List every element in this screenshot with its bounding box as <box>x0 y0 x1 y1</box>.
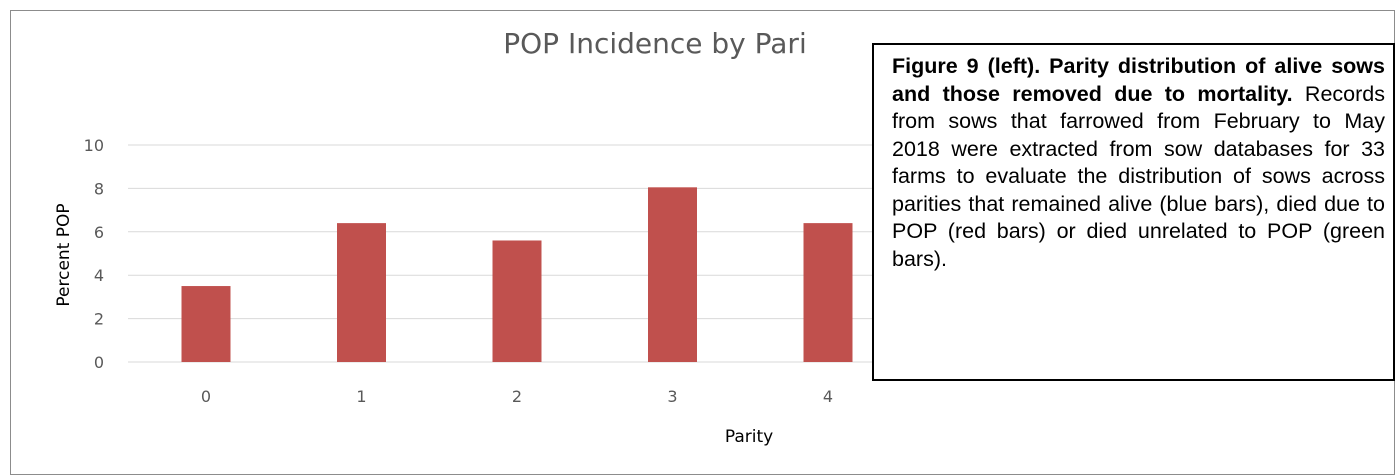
y-tick-label: 8 <box>94 179 104 198</box>
bars <box>181 187 853 362</box>
y-tick-label: 6 <box>94 223 104 242</box>
y-tick-label: 10 <box>84 136 104 155</box>
y-tick-label: 4 <box>94 266 104 285</box>
bar-parity-0 <box>181 286 231 362</box>
x-tick-label: 3 <box>667 387 677 406</box>
bar-parity-4 <box>803 223 853 362</box>
y-tick-label: 0 <box>94 353 104 372</box>
bar-parity-3 <box>648 187 697 362</box>
bar-parity-2 <box>492 240 542 362</box>
x-axis-ticks: 0 1 2 3 4 <box>201 387 833 406</box>
y-axis-label: Percent POP <box>54 203 74 306</box>
x-tick-label: 0 <box>201 387 211 406</box>
x-tick-label: 4 <box>823 387 833 406</box>
chart-title: POP Incidence by Pari <box>503 27 806 60</box>
x-tick-label: 1 <box>356 387 366 406</box>
figure-caption: Figure 9 (left). Parity distribution of … <box>872 43 1395 381</box>
bar-parity-1 <box>337 223 386 362</box>
y-axis-ticks: 0 2 4 6 8 10 <box>84 136 104 372</box>
x-axis-label: Parity <box>725 427 773 447</box>
y-tick-label: 2 <box>94 310 104 329</box>
x-tick-label: 2 <box>512 387 522 406</box>
caption-text: Records from sows that farrowed from Feb… <box>892 81 1385 271</box>
caption-bold: Figure 9 (left). Parity distribution of … <box>892 54 1385 106</box>
